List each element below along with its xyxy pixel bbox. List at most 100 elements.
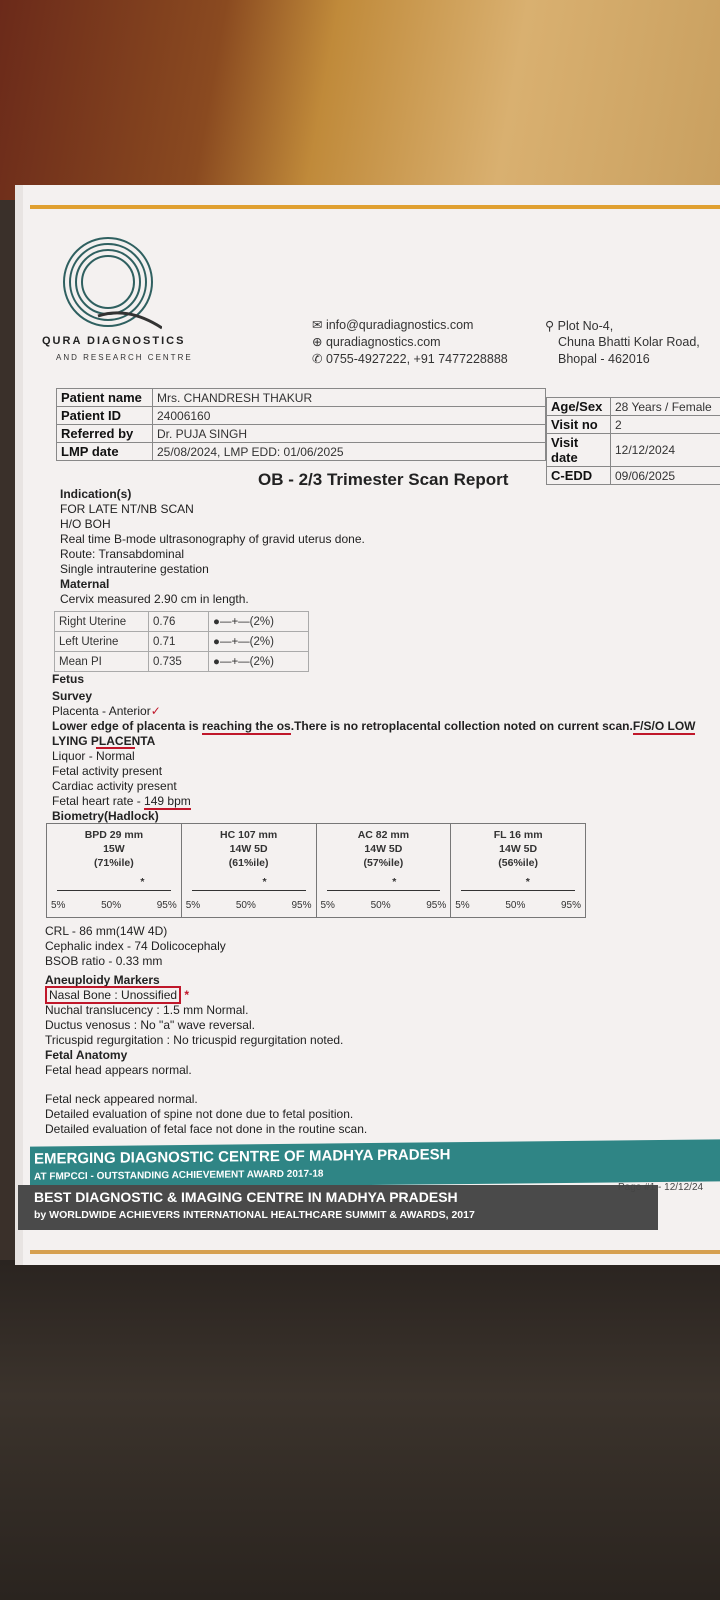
section-heading: Indication(s) xyxy=(60,487,132,501)
text-line: H/O BOH xyxy=(60,517,111,531)
percentile: (2%) xyxy=(249,655,274,668)
text-line: Fetal activity present xyxy=(52,764,163,778)
label: LMP date xyxy=(56,442,153,461)
label: Mean PI xyxy=(54,651,149,672)
label: Age/Sex xyxy=(546,397,611,416)
text-line: Real time B-mode ultrasonography of grav… xyxy=(60,532,365,546)
text-line: FOR LATE NT/NB SCAN xyxy=(60,502,194,516)
award-title: BEST DIAGNOSTIC & IMAGING CENTRE IN MADH… xyxy=(34,1189,458,1205)
patient-id: 24006160 xyxy=(152,406,546,425)
percentile: (2%) xyxy=(249,615,274,628)
value: 0.71 xyxy=(148,631,209,652)
age-sex: 28 Years / Female xyxy=(610,397,720,416)
biometry-cell: FL 16 mm 14W 5D (56%ile) * 5% 50% 95% xyxy=(451,824,585,917)
scale-label: 5% xyxy=(51,900,66,911)
section-heading: Biometry(Hadlock) xyxy=(52,809,159,823)
label: Patient ID xyxy=(56,406,153,425)
report-page xyxy=(15,185,720,1265)
text-line: Fetal neck appeared normal. xyxy=(45,1092,198,1106)
text-line: Tricuspid regurgitation : No tricuspid r… xyxy=(45,1033,344,1047)
percentile: (56%ile) xyxy=(498,857,538,869)
website: quradiagnostics.com xyxy=(325,335,441,349)
percentile-marker: * xyxy=(262,876,267,888)
scale-label: 5% xyxy=(455,900,470,911)
email-icon: ✉ xyxy=(312,318,326,332)
gestational-age: 14W 5D xyxy=(229,843,268,855)
percentile: (57%ile) xyxy=(363,857,404,869)
scale-label: 50% xyxy=(505,900,526,911)
address-line: Bhopal - 462016 xyxy=(558,352,650,366)
percentile: (61%ile) xyxy=(228,857,269,869)
award-subtitle: AT FMPCCI - OUTSTANDING ACHIEVEMENT AWAR… xyxy=(34,1168,324,1183)
text-line: Ductus venosus : No "a" wave reversal. xyxy=(45,1018,255,1032)
underlined-text: Normal xyxy=(96,747,135,763)
percentile: (71%ile) xyxy=(94,857,134,869)
location-pin-icon: ⚲ xyxy=(545,319,558,333)
measurement: FL 16 mm xyxy=(493,829,543,841)
text-line: .There is no retroplacental collection n… xyxy=(290,719,633,733)
text-line: Placenta - Anterior xyxy=(52,704,151,718)
pi-table: Right Uterine 0.76 ●—+—(2%) Left Uterine 0.… xyxy=(54,611,309,672)
scale-label: 95% xyxy=(426,900,447,911)
text-line: Route: Transabdominal xyxy=(60,547,185,561)
scale-label: 5% xyxy=(320,900,335,911)
visit-date: 12/12/2024 xyxy=(610,433,720,467)
percentile-marker: * xyxy=(140,876,145,888)
section-heading: Aneuploidy Markers xyxy=(45,973,160,987)
text-line: Detailed evaluation of spine not done du… xyxy=(45,1107,354,1121)
gestational-age: 14W 5D xyxy=(364,843,403,855)
visit-no: 2 xyxy=(610,415,720,434)
label: Referred by xyxy=(56,424,153,443)
percentile-marker: * xyxy=(525,876,530,888)
circled-text: Nasal Bone : Unossified xyxy=(45,986,182,1004)
brand-logo xyxy=(63,237,162,330)
value: 0.735 xyxy=(148,651,209,672)
underlined-text: reaching the os xyxy=(202,719,291,735)
gestational-age: 15W xyxy=(103,843,125,855)
patient-name: Mrs. CHANDRESH THAKUR xyxy=(152,388,546,407)
bottom-rule xyxy=(30,1250,720,1254)
award-banner: EMERGING DIAGNOSTIC CENTRE OF MADHYA PRA… xyxy=(30,1139,720,1189)
percentile-scale: * xyxy=(326,876,441,898)
scale-label: 95% xyxy=(560,900,581,911)
background-carpet xyxy=(0,0,720,200)
patient-info-right: Age/Sex 28 Years / Female Visit no 2 Visit… xyxy=(546,397,720,485)
text-line: Liquor - xyxy=(52,749,97,763)
measurement: AC 82 mm xyxy=(357,829,410,841)
page-number: Page #1 - 12/12/24 xyxy=(618,1182,704,1193)
top-rule xyxy=(30,205,720,209)
underlined-text: 149 bpm xyxy=(144,794,191,810)
text-line: CRL - 86 mm(14W 4D) xyxy=(45,924,168,938)
label: C-EDD xyxy=(546,466,611,485)
underlined-text: F/S/O LOW xyxy=(632,719,696,735)
label: Left Uterine xyxy=(54,631,149,652)
award-banner: BEST DIAGNOSTIC & IMAGING CENTRE IN MADH… xyxy=(18,1185,658,1230)
section-heading: Maternal xyxy=(60,577,110,591)
c-edd: 09/06/2025 xyxy=(610,466,720,485)
percentile-scale: * xyxy=(57,876,171,898)
address-line: Chuna Bhatti Kolar Road, xyxy=(558,335,700,349)
text-line: Cephalic index - 74 Dolicocephaly xyxy=(45,939,226,953)
referred-by: Dr. PUJA SINGH xyxy=(152,424,546,443)
checkmark-annotation: ✓ xyxy=(150,704,161,718)
scale-label: 50% xyxy=(370,900,391,911)
globe-icon: ⊕ xyxy=(312,335,326,349)
email: info@quradiagnostics.com xyxy=(325,318,474,332)
biometry-cell: BPD 29 mm 15W (71%ile) * 5% 50% 95% xyxy=(47,824,182,917)
lmp-date: 25/08/2024, LMP EDD: 01/06/2025 xyxy=(152,442,546,461)
biometry-table: BPD 29 mm 15W (71%ile) * 5% 50% 95% HC 107 mm 1… xyxy=(46,823,586,918)
value: 0.76 xyxy=(148,611,209,632)
measurement: HC 107 mm xyxy=(220,829,278,841)
brand-subtitle: AND RESEARCH CENTRE xyxy=(56,353,193,362)
phone: 0755-4927222, +91 7477228888 xyxy=(325,352,508,366)
label: Visit date xyxy=(546,433,611,467)
asterisk-annotation: * xyxy=(181,988,190,1002)
section-heading: Fetus xyxy=(52,672,85,686)
text-line: Nuchal translucency : 1.5 mm Normal. xyxy=(45,1003,249,1017)
scale-label: 95% xyxy=(291,900,312,911)
scale-label: 5% xyxy=(185,900,201,911)
label: Right Uterine xyxy=(54,611,149,632)
text-line: Fetal heart rate - xyxy=(52,794,145,808)
scale-label: 50% xyxy=(235,900,256,911)
percentile-marker: * xyxy=(392,876,397,888)
